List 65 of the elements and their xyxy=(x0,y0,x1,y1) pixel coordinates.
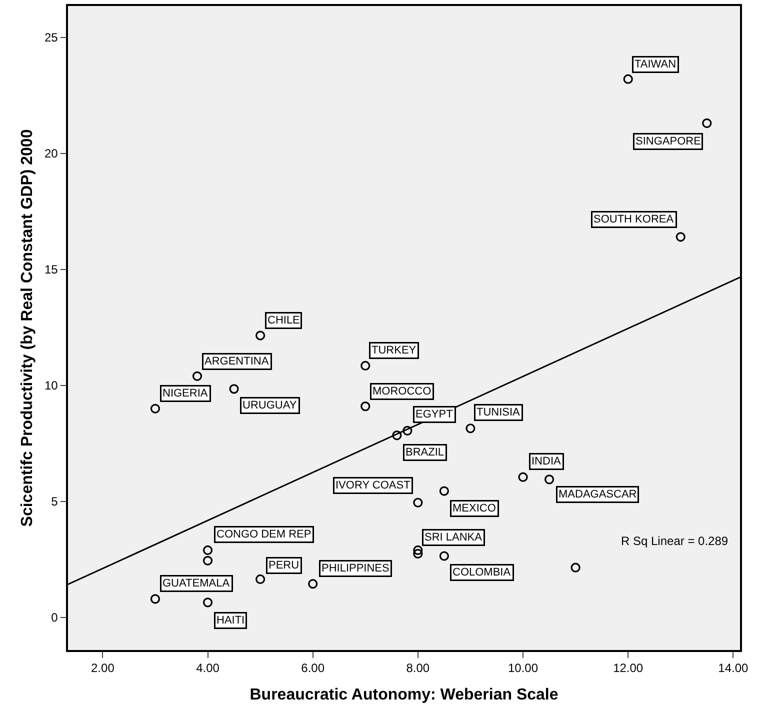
y-tick-label: 5 xyxy=(51,494,58,509)
annotation: COLOMBIA xyxy=(452,566,512,578)
point xyxy=(702,118,712,128)
y-tick-label: 15 xyxy=(44,262,58,277)
point xyxy=(466,424,476,434)
point xyxy=(413,498,423,508)
point xyxy=(202,598,213,608)
point xyxy=(192,371,202,381)
annotation: HAITI xyxy=(216,614,245,626)
x-axis-title: Bureaucratic Autonomy: Weberian Scale xyxy=(250,686,558,704)
y-tick-label: 10 xyxy=(44,378,58,393)
annotation: MOROCCO xyxy=(372,386,432,398)
point xyxy=(402,426,412,436)
annotation: PHILIPPINES xyxy=(322,562,390,574)
y-tick-label: 0 xyxy=(51,610,58,625)
annotation: BRAZIL xyxy=(406,446,444,458)
annotation: TAIWAN xyxy=(634,58,676,70)
point xyxy=(439,551,449,561)
annotation: SINGAPORE xyxy=(636,136,701,148)
y-tick-label: 20 xyxy=(44,146,58,161)
point xyxy=(392,430,402,440)
point xyxy=(544,474,554,484)
annotation: EGYPT xyxy=(416,408,454,420)
y-tick-label: 25 xyxy=(44,30,58,45)
annotation: PERU xyxy=(268,560,300,572)
point xyxy=(202,545,213,556)
annotation: SOUTH KOREA xyxy=(594,214,674,226)
point xyxy=(623,74,633,84)
point xyxy=(308,579,318,589)
annotation: TURKEY xyxy=(372,344,417,356)
point xyxy=(518,472,528,482)
x-tick-label: 2.00 xyxy=(91,661,115,676)
point xyxy=(150,404,160,414)
point xyxy=(413,548,423,558)
x-tick-label: 10.00 xyxy=(508,661,538,676)
point xyxy=(360,402,370,412)
point xyxy=(229,384,239,394)
point xyxy=(413,545,423,556)
annotation: GUATEMALA xyxy=(162,578,230,590)
annotation: URUGUAY xyxy=(242,400,298,412)
y-axis-title: Scicentifc Productivity (by Real Constant GDP) 2000 xyxy=(18,129,36,527)
annotation: TUNISIA xyxy=(476,406,521,418)
point xyxy=(202,556,213,566)
annotation: INDIA xyxy=(532,456,562,468)
x-tick-label: 8.00 xyxy=(406,661,430,676)
point xyxy=(256,330,266,340)
point xyxy=(150,594,160,604)
point xyxy=(360,360,370,371)
annotation: MEXICO xyxy=(452,502,496,514)
annotation: CONGO DEM REP xyxy=(216,528,312,540)
x-tick-label: 4.00 xyxy=(196,661,220,676)
annotation: NIGERIA xyxy=(162,388,208,400)
x-tick-label: 14.00 xyxy=(718,661,749,676)
annotation: CHILE xyxy=(268,314,300,326)
point xyxy=(570,562,580,572)
annotation: IVORY COAST xyxy=(336,480,411,492)
x-tick-label: 6.00 xyxy=(301,661,325,676)
annotation: ARGENTINA xyxy=(204,356,270,368)
point xyxy=(676,232,686,242)
annotation: SRI LANKA xyxy=(424,532,483,544)
annotation: MADAGASCAR xyxy=(558,488,637,500)
point xyxy=(256,574,266,584)
point xyxy=(439,486,449,496)
x-tick-label: 12.00 xyxy=(613,661,644,676)
annotation: R Sq Linear = 0.289 xyxy=(621,534,728,548)
